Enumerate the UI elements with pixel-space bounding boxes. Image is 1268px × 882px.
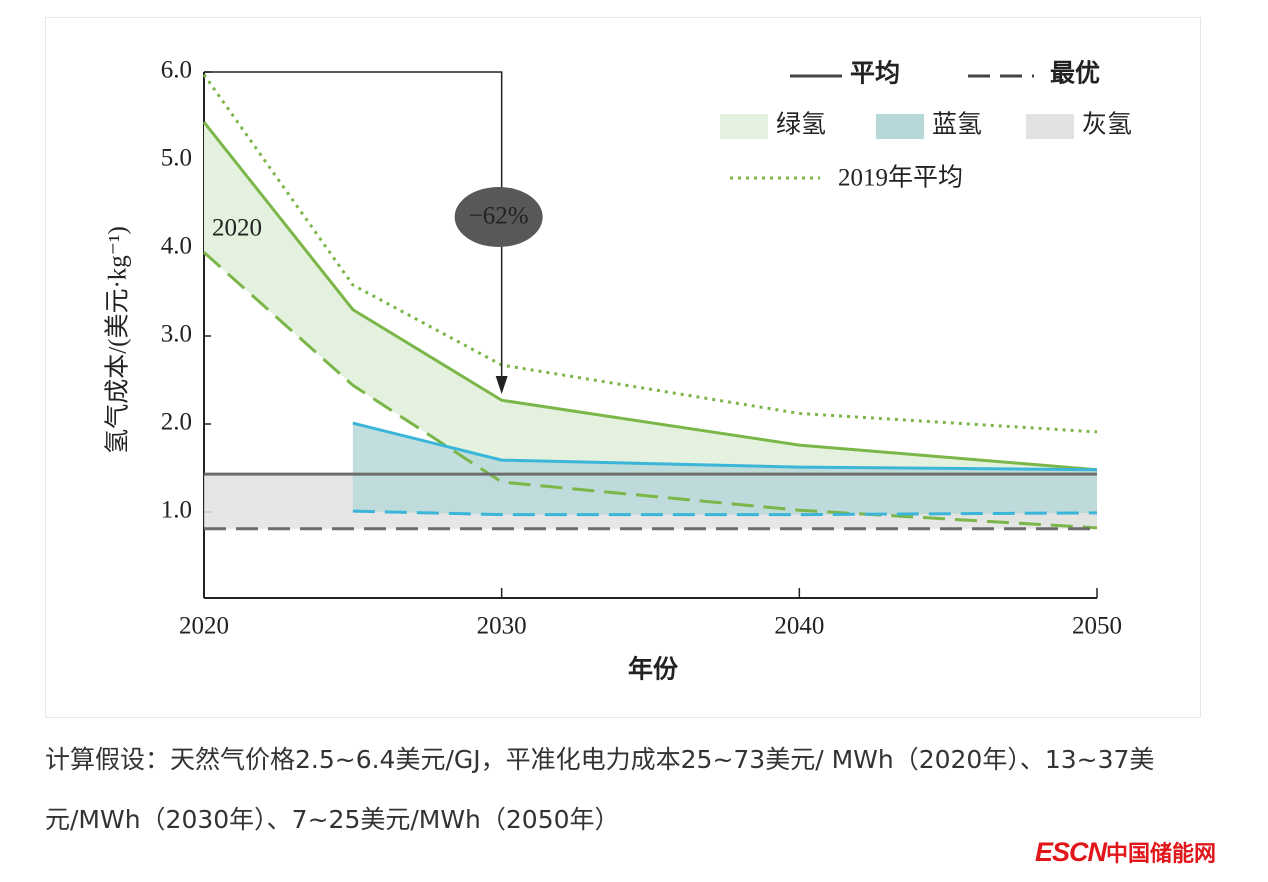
- y-tick-label: 5.0: [161, 145, 192, 172]
- y-axis-label: 氢气成本/(美元·kg⁻¹): [104, 226, 132, 454]
- legend-swatch: [720, 114, 768, 139]
- chart: 年份 氢气成本/(美元·kg⁻¹) 1.0 2.0 3.0 4.0 5.0 6.0 2020…: [104, 57, 1132, 684]
- annotation: 2020: [212, 215, 262, 242]
- y-tick-label: 4.0: [161, 233, 192, 260]
- y-tick-label: 6.0: [161, 57, 192, 84]
- y-tick-label: 3.0: [161, 321, 192, 348]
- legend-label: 2019年平均: [838, 164, 963, 192]
- line: [203, 251, 1098, 530]
- legend-swatch: [1026, 114, 1074, 139]
- x-tick-label: 2050: [1072, 613, 1122, 640]
- legend-swatch: [876, 114, 924, 139]
- watermark: ESCN中国储能网: [1035, 836, 1216, 868]
- y-tick-label: 1.0: [161, 497, 192, 524]
- watermark-site: 中国储能网: [1106, 841, 1217, 866]
- legend-label: 最优: [1050, 60, 1100, 88]
- legend-label: 灰氢: [1082, 111, 1132, 139]
- line: [352, 421, 1098, 472]
- arrow: [204, 71, 503, 378]
- legend-label: 平均: [850, 60, 900, 88]
- annotation: −62%: [469, 203, 529, 230]
- y-tick-label: 2.0: [161, 409, 192, 436]
- watermark-brand: ESCN: [1035, 837, 1107, 867]
- caption: 计算假设：天然气价格2.5~6.4美元/GJ，平准化电力成本25~73美元/ M…: [45, 745, 1155, 834]
- x-tick-label: 2040: [774, 613, 824, 640]
- annotation-badge: [454, 187, 543, 247]
- chart-frame: [45, 17, 1201, 718]
- arrowhead: [495, 376, 508, 394]
- x-tick-label: 2030: [477, 613, 527, 640]
- range-area: [204, 122, 1097, 528]
- line: [202, 121, 1098, 472]
- legend-label: 绿氢: [776, 111, 826, 139]
- x-axis-label: 年份: [628, 655, 678, 684]
- range-area: [352, 423, 1097, 515]
- line: [352, 509, 1098, 517]
- x-tick-label: 2020: [179, 613, 229, 640]
- legend-label: 蓝氢: [932, 111, 982, 139]
